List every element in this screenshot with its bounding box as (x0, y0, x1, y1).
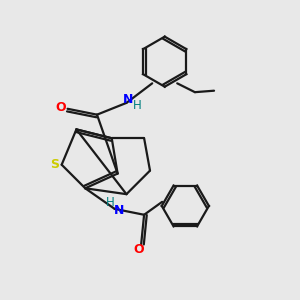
Text: H: H (106, 196, 115, 209)
Text: S: S (50, 158, 59, 171)
Text: N: N (123, 93, 133, 106)
Text: O: O (133, 243, 143, 256)
Text: H: H (132, 99, 141, 112)
Text: O: O (56, 101, 66, 114)
Text: N: N (114, 204, 124, 217)
